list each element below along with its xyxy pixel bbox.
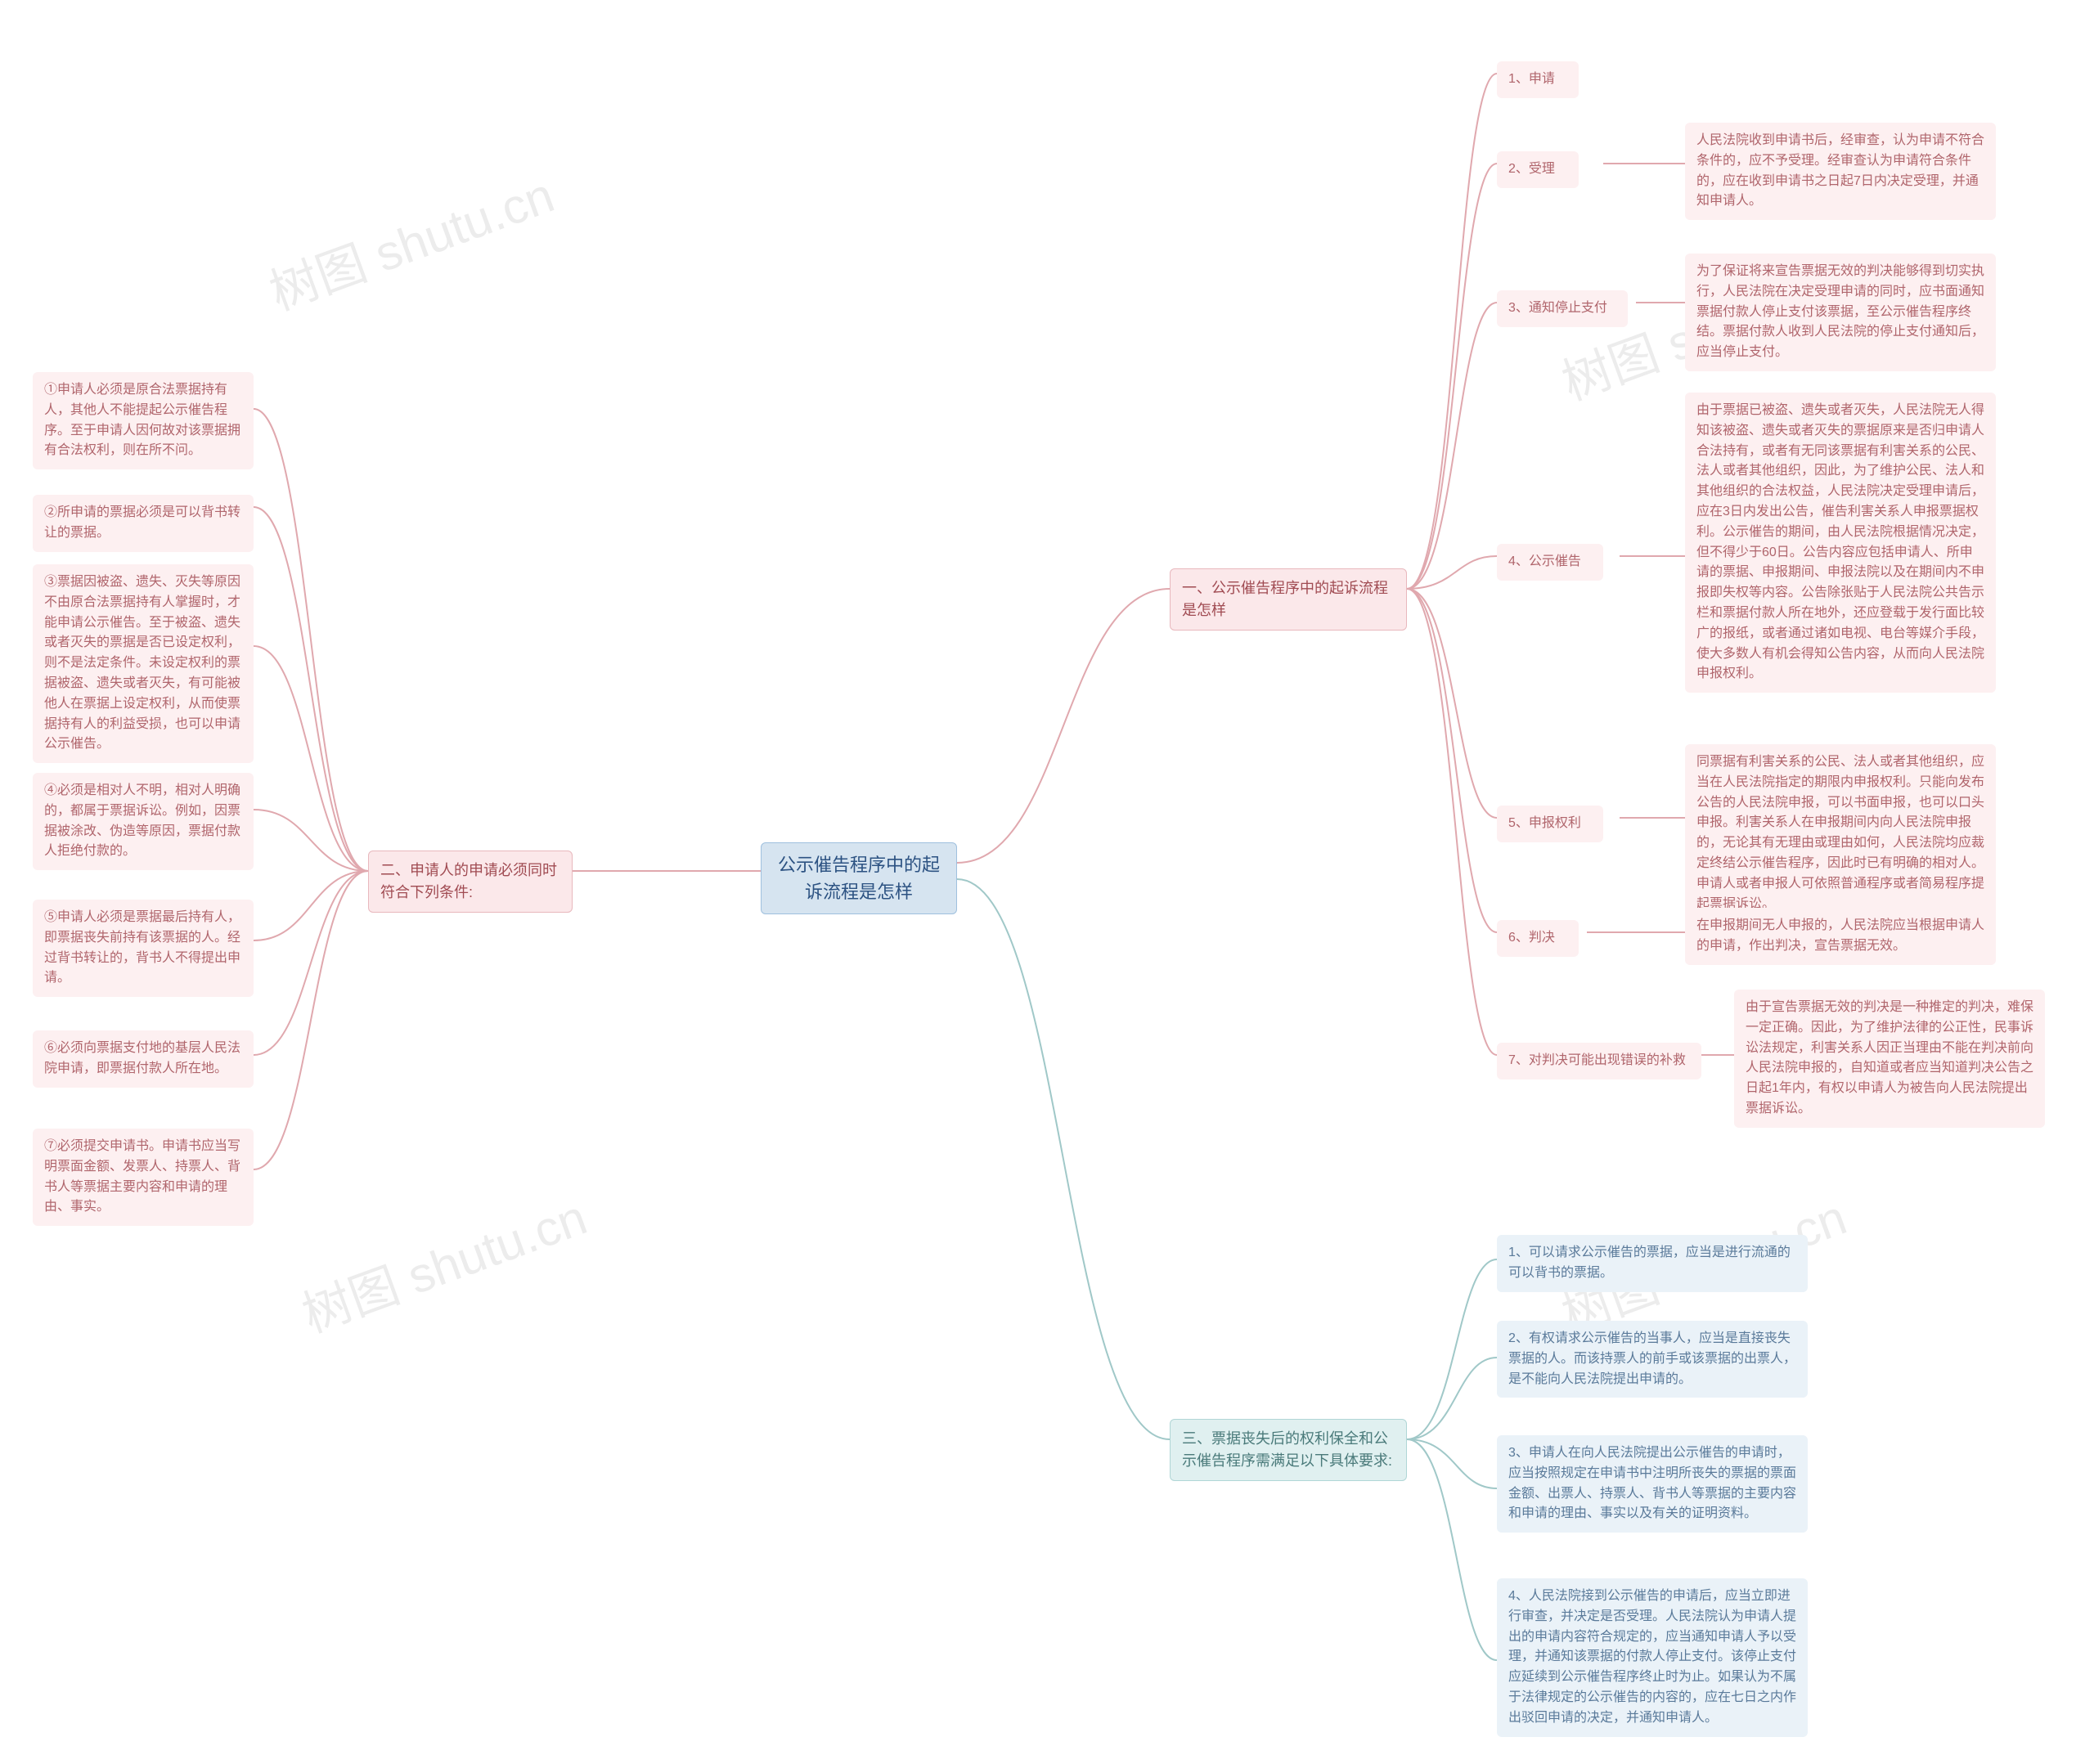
root-node: 公示催告程序中的起诉流程是怎样 bbox=[761, 842, 957, 914]
branch-1-item-label: 6、判决 bbox=[1497, 920, 1579, 957]
branch-1-item-label: 4、公示催告 bbox=[1497, 544, 1603, 581]
branch-1-item-label: 7、对判决可能出现错误的补救 bbox=[1497, 1043, 1701, 1079]
branch-2-item: ③票据因被盗、遗失、灭失等原因不由原合法票据持有人掌握时，才能申请公示催告。至于… bbox=[33, 564, 254, 763]
watermark: 树图 shutu.cn bbox=[291, 1178, 595, 1346]
branch-1-item-detail: 由于票据已被盗、遗失或者灭失，人民法院无人得知该被盗、遗失或者灭失的票据原来是否… bbox=[1685, 393, 1996, 693]
branch-2-item: ⑥必须向票据支付地的基层人民法院申请，即票据付款人所在地。 bbox=[33, 1030, 254, 1088]
branch-2-item: ⑤申请人必须是票据最后持有人，即票据丧失前持有该票据的人。经过背书转让的，背书人… bbox=[33, 900, 254, 997]
branch-1-item-detail: 在申报期间无人申报的，人民法院应当根据申请人的申请，作出判决，宣告票据无效。 bbox=[1685, 908, 1996, 965]
branch-3-title: 三、票据丧失后的权利保全和公示催告程序需满足以下具体要求: bbox=[1170, 1419, 1407, 1481]
branch-1-title: 一、公示催告程序中的起诉流程是怎样 bbox=[1170, 568, 1407, 631]
branch-2-item: ⑦必须提交申请书。申请书应当写明票面金额、发票人、持票人、背书人等票据主要内容和… bbox=[33, 1129, 254, 1226]
branch-1-item-label: 2、受理 bbox=[1497, 151, 1579, 188]
branch-3-item: 4、人民法院接到公示催告的申请后，应当立即进行审查，并决定是否受理。人民法院认为… bbox=[1497, 1578, 1808, 1737]
branch-1-item-label: 5、申报权利 bbox=[1497, 806, 1603, 842]
branch-3-item: 2、有权请求公示催告的当事人，应当是直接丧失票据的人。而该持票人的前手或该票据的… bbox=[1497, 1321, 1808, 1398]
branch-2-title: 二、申请人的申请必须同时符合下列条件: bbox=[368, 851, 573, 913]
branch-3-item: 1、可以请求公示催告的票据，应当是进行流通的可以背书的票据。 bbox=[1497, 1235, 1808, 1292]
branch-1-item-detail: 由于宣告票据无效的判决是一种推定的判决，难保一定正确。因此，为了维护法律的公正性… bbox=[1734, 990, 2045, 1128]
branch-3-item: 3、申请人在向人民法院提出公示催告的申请时，应当按照规定在申请书中注明所丧失的票… bbox=[1497, 1435, 1808, 1533]
branch-1-item-detail: 为了保证将来宣告票据无效的判决能够得到切实执行，人民法院在决定受理申请的同时，应… bbox=[1685, 254, 1996, 371]
branch-2-item: ②所申请的票据必须是可以背书转让的票据。 bbox=[33, 495, 254, 552]
branch-1-item-detail: 人民法院收到申请书后，经审查，认为申请不符合条件的，应不予受理。经审查认为申请符… bbox=[1685, 123, 1996, 220]
branch-1-item-label: 1、申请 bbox=[1497, 61, 1579, 98]
branch-1-item-detail: 同票据有利害关系的公民、法人或者其他组织，应当在人民法院指定的期限内申报权利。只… bbox=[1685, 744, 1996, 922]
watermark: 树图 shutu.cn bbox=[258, 155, 562, 324]
branch-1-item-label: 3、通知停止支付 bbox=[1497, 290, 1628, 327]
branch-2-item: ④必须是相对人不明，相对人明确的，都属于票据诉讼。例如，因票据被涂改、伪造等原因… bbox=[33, 773, 254, 870]
branch-2-item: ①申请人必须是原合法票据持有人，其他人不能提起公示催告程序。至于申请人因何故对该… bbox=[33, 372, 254, 469]
